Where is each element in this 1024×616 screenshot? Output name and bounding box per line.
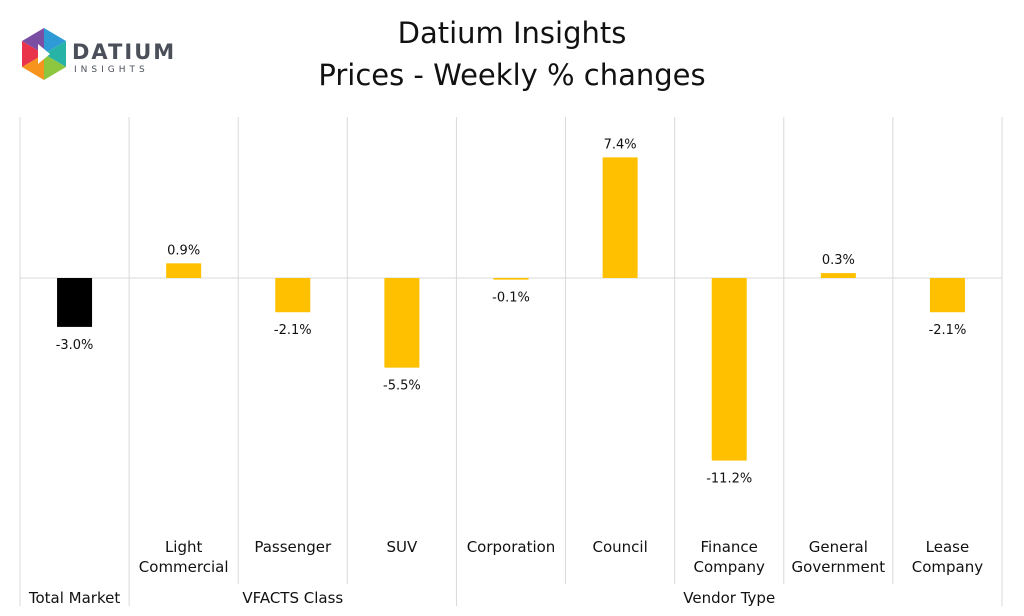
bar (166, 263, 202, 278)
category-label: Government (792, 558, 886, 576)
category-label: SUV (387, 538, 419, 556)
category-label: Finance (701, 538, 758, 556)
bar (493, 278, 529, 280)
data-label: -11.2% (706, 472, 752, 487)
data-label: -2.1% (929, 323, 967, 338)
datium-logo: DATIUM INSIGHTS (20, 28, 180, 84)
logo-subtext: INSIGHTS (74, 65, 149, 75)
bar (929, 278, 965, 313)
chart-title: Datium Insights (397, 16, 627, 50)
bar (820, 273, 856, 278)
datium-logo-icon (22, 28, 66, 80)
category-label: Commercial (139, 558, 229, 576)
group-label: VFACTS Class (242, 589, 343, 607)
data-label: -2.1% (274, 323, 312, 338)
bar (275, 278, 311, 313)
bar (57, 278, 93, 327)
bar (384, 278, 420, 368)
bar (711, 278, 747, 461)
category-label: Company (694, 558, 765, 576)
category-label: Total Market (28, 589, 120, 607)
category-label: Light (165, 538, 203, 556)
category-label: General (809, 538, 868, 556)
data-label: 0.3% (822, 253, 855, 268)
category-label: Passenger (254, 538, 332, 556)
data-label: 0.9% (167, 243, 200, 258)
chart-subtitle: Prices - Weekly % changes (318, 58, 706, 92)
category-label: Lease (926, 538, 970, 556)
data-label: 7.4% (604, 137, 637, 152)
category-label: Corporation (467, 538, 556, 556)
bar (602, 157, 638, 278)
data-label: -5.5% (383, 379, 421, 394)
category-label: Council (592, 538, 647, 556)
category-label: Company (912, 558, 983, 576)
group-label: Vendor Type (683, 589, 775, 607)
data-label: -3.0% (56, 338, 94, 353)
logo-wordmark: DATIUM (72, 40, 177, 64)
data-label: -0.1% (492, 291, 530, 306)
